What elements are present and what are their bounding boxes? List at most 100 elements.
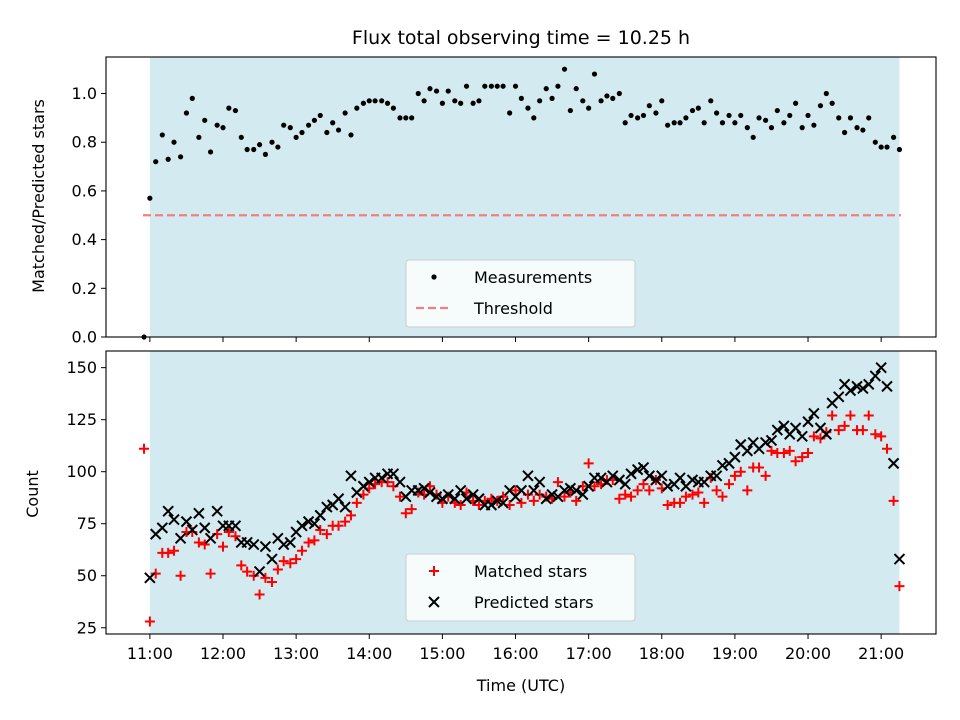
matched-star-point — [724, 479, 735, 490]
matched-star-point — [242, 566, 253, 577]
matched-star-point — [857, 425, 868, 436]
measurement-point — [287, 125, 293, 131]
predicted-star-point — [875, 361, 887, 374]
measurement-point — [586, 105, 592, 111]
top-legend: Measurements Threshold — [405, 259, 636, 328]
predicted-star-point — [229, 520, 242, 532]
measurement-point — [763, 117, 769, 123]
matched-star-point — [139, 443, 150, 454]
measurement-point — [275, 144, 281, 150]
top-plot-frame — [105, 56, 937, 338]
predicted-star-point — [454, 484, 467, 497]
matched-star-point — [223, 527, 234, 538]
measurement-point — [829, 100, 835, 106]
measurement-point — [476, 98, 482, 104]
predicted-star-point — [893, 553, 906, 565]
predicted-star-point — [844, 384, 857, 397]
matched-star-point — [400, 508, 411, 519]
bottom-y-axis-label: Count — [23, 470, 42, 518]
legend-label: Threshold — [473, 299, 553, 318]
measurement-point — [774, 107, 780, 114]
measurement-point — [665, 122, 671, 128]
matched-star-point — [815, 433, 826, 444]
measurement-point — [738, 112, 744, 119]
legend-label: Matched stars — [474, 562, 587, 581]
matched-star-point — [218, 541, 229, 552]
measurement-point — [165, 156, 171, 162]
matched-star-point — [285, 558, 296, 569]
measurement-point — [470, 100, 476, 106]
measurement-point — [366, 98, 372, 104]
predicted-star-point — [467, 488, 479, 501]
matched-star-point — [340, 516, 351, 527]
matched-star-point — [711, 485, 722, 496]
predicted-star-point — [650, 474, 662, 486]
x-tick-label: 12:00 — [200, 644, 246, 663]
predicted-star-point — [808, 407, 820, 420]
predicted-star-point — [661, 480, 674, 492]
measurement-point — [507, 110, 513, 116]
measurement-point — [799, 125, 805, 131]
matched-star-point — [583, 458, 594, 469]
predicted-star-point — [199, 522, 211, 534]
measurement-point — [708, 98, 714, 104]
measurement-point — [781, 120, 787, 126]
measurement-point — [202, 117, 208, 123]
matched-star-point — [699, 497, 710, 508]
matched-star-point — [693, 487, 704, 498]
matched-star-point — [888, 495, 899, 506]
matched-star-point — [754, 462, 765, 473]
matched-star-point — [803, 447, 814, 458]
x-tick-label: 15:00 — [419, 644, 465, 663]
measurement-point — [372, 98, 378, 104]
predicted-star-point — [339, 501, 351, 513]
predicted-star-point — [497, 497, 509, 509]
measurement-point — [555, 83, 561, 89]
x-tick-label: 19:00 — [712, 644, 758, 663]
bottom-y-tick-label: 100 — [66, 462, 97, 481]
legend-marker-dot — [431, 274, 437, 280]
matched-star-point — [760, 470, 771, 481]
measurement-point — [726, 112, 732, 119]
predicted-star-point — [144, 572, 156, 584]
matched-star-point — [516, 497, 527, 508]
predicted-star-point — [186, 524, 198, 536]
x-tick-label: 11:00 — [127, 644, 173, 663]
measurement-point — [714, 110, 720, 116]
measurement-point — [232, 107, 239, 114]
legend-box — [405, 259, 636, 328]
predicted-star-point — [643, 470, 656, 482]
predicted-star-point — [162, 505, 174, 517]
predicted-star-point — [820, 428, 833, 440]
bottom-legend: Matched stars Predicted stars — [405, 553, 636, 622]
matched-star-point — [333, 520, 344, 531]
measurement-point — [677, 120, 683, 126]
matched-star-point — [498, 491, 509, 502]
matched-star-point — [808, 431, 819, 442]
measurement-point — [269, 139, 275, 145]
predicted-star-point — [174, 532, 187, 544]
measurement-point — [348, 132, 354, 138]
matched-star-point — [644, 485, 655, 496]
predicted-star-point — [522, 470, 534, 482]
legend-marker-plus — [429, 566, 439, 576]
predicted-star-point — [540, 493, 552, 505]
matched-star-point — [552, 477, 563, 488]
matched-star-point — [248, 570, 259, 581]
measurement-point — [452, 98, 458, 104]
measurement-point — [635, 115, 641, 121]
measurement-point — [689, 107, 696, 114]
measurement-point — [580, 98, 586, 104]
predicted-star-point — [193, 507, 205, 520]
predicted-star-point — [582, 480, 595, 492]
matched-star-point — [163, 547, 174, 558]
predicted-star-point — [741, 445, 754, 457]
matched-star-point — [351, 497, 362, 508]
predicted-star-point — [857, 382, 869, 395]
matched-star-point — [876, 431, 887, 442]
predicted-star-point — [802, 416, 814, 428]
matched-star-point — [589, 481, 600, 492]
predicted-star-point — [314, 509, 326, 522]
predicted-star-point — [674, 472, 686, 484]
top-y-tick-label: 1.0 — [72, 84, 97, 103]
